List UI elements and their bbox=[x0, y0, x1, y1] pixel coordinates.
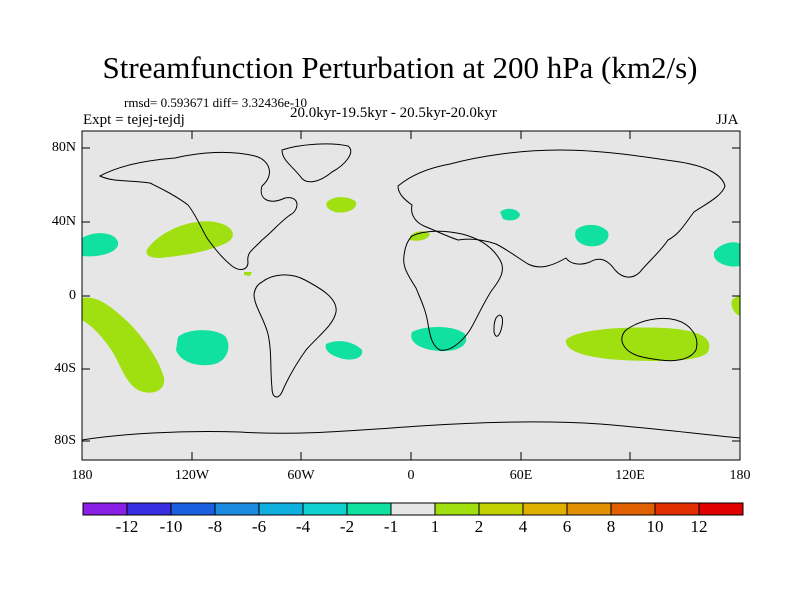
colorbar-label: -8 bbox=[207, 517, 223, 536]
coast-antarctica bbox=[81, 421, 741, 441]
colorbar-label: 2 bbox=[474, 517, 484, 536]
blob-central-asia bbox=[500, 208, 520, 221]
lon-label-120e: 120E bbox=[615, 468, 645, 483]
colorbar-label: -4 bbox=[295, 517, 311, 536]
blob-australia bbox=[565, 327, 710, 362]
lon-label-60w: 60W bbox=[287, 468, 315, 483]
negative-anomaly-regions bbox=[82, 208, 740, 366]
lon-label-180e: 180 bbox=[729, 468, 751, 483]
colorbar-label: 4 bbox=[518, 517, 528, 536]
coast-australia bbox=[621, 317, 698, 362]
colorbar-label: 12 bbox=[690, 517, 708, 536]
colorbar-label: -2 bbox=[339, 517, 355, 536]
colorbar-label: 10 bbox=[646, 517, 664, 536]
map-title: Streamfunction Perturbation at 200 hPa (… bbox=[102, 50, 698, 85]
blob-pacific-tropical bbox=[82, 297, 165, 393]
experiment-label: Expt = tejej-tejdj bbox=[83, 112, 185, 128]
colorbar-box bbox=[302, 502, 348, 516]
blob-caribbean bbox=[244, 272, 252, 276]
blob-south-pacific bbox=[176, 330, 229, 366]
colorbar-box bbox=[170, 502, 216, 516]
colorbar-box bbox=[478, 502, 524, 516]
coastlines bbox=[81, 143, 741, 441]
colorbar-box bbox=[610, 502, 656, 516]
colorbar-label: -1 bbox=[383, 517, 399, 536]
lat-label-40n: 40N bbox=[51, 214, 76, 229]
time-period-label: 20.0kyr-19.5kyr - 20.5kyr-20.0kyr bbox=[290, 105, 497, 121]
colorbar-label: 6 bbox=[562, 517, 572, 536]
lon-label-0: 0 bbox=[407, 468, 415, 483]
coast-south-america bbox=[253, 274, 337, 398]
colorbar-label: 8 bbox=[606, 517, 616, 536]
colorbar-label: -6 bbox=[251, 517, 267, 536]
lon-label-180w: 180 bbox=[71, 468, 93, 483]
blob-south-africa bbox=[411, 326, 467, 352]
blob-south-atlantic bbox=[325, 341, 363, 360]
blob-mediterranean bbox=[410, 231, 430, 241]
colorbar-box bbox=[654, 502, 700, 516]
rmsd-stats: rmsd= 0.593671 diff= 3.32436e-10 bbox=[124, 95, 308, 110]
colorbar-box bbox=[214, 502, 260, 516]
coast-greenland bbox=[281, 143, 352, 183]
blob-pacific-ne bbox=[82, 233, 119, 257]
colorbar-box bbox=[258, 502, 304, 516]
blob-west-pacific bbox=[714, 242, 740, 267]
lat-label-80s: 80S bbox=[54, 433, 76, 448]
map-background bbox=[82, 131, 740, 460]
blob-north-atlantic bbox=[326, 197, 357, 213]
coast-africa bbox=[403, 230, 503, 351]
coast-north-america bbox=[98, 151, 298, 270]
colorbar bbox=[82, 502, 744, 516]
lon-label-60e: 60E bbox=[509, 468, 533, 483]
lat-label-0: 0 bbox=[69, 288, 76, 303]
blob-north-pacific bbox=[146, 221, 233, 258]
coast-eurasia bbox=[397, 149, 726, 278]
colorbar-label: 1 bbox=[430, 517, 440, 536]
colorbar-box bbox=[126, 502, 172, 516]
blob-india-tibet bbox=[575, 224, 609, 247]
lat-label-40s: 40S bbox=[54, 361, 76, 376]
colorbar-box bbox=[82, 502, 128, 516]
colorbar-box bbox=[566, 502, 612, 516]
colorbar-box bbox=[522, 502, 568, 516]
lon-label-120w: 120W bbox=[174, 468, 210, 483]
positive-anomaly-regions bbox=[82, 197, 740, 393]
lat-label-80n: 80N bbox=[51, 140, 76, 155]
season-label: JJA bbox=[716, 112, 739, 128]
axis-ticks bbox=[82, 131, 740, 460]
blob-east-pacific bbox=[731, 296, 740, 316]
coast-madagascar bbox=[493, 314, 503, 337]
colorbar-box bbox=[346, 502, 392, 516]
colorbar-box bbox=[434, 502, 480, 516]
colorbar-label: -10 bbox=[159, 517, 183, 536]
colorbar-box bbox=[390, 502, 436, 516]
colorbar-label: -12 bbox=[115, 517, 139, 536]
colorbar-box bbox=[698, 502, 744, 516]
